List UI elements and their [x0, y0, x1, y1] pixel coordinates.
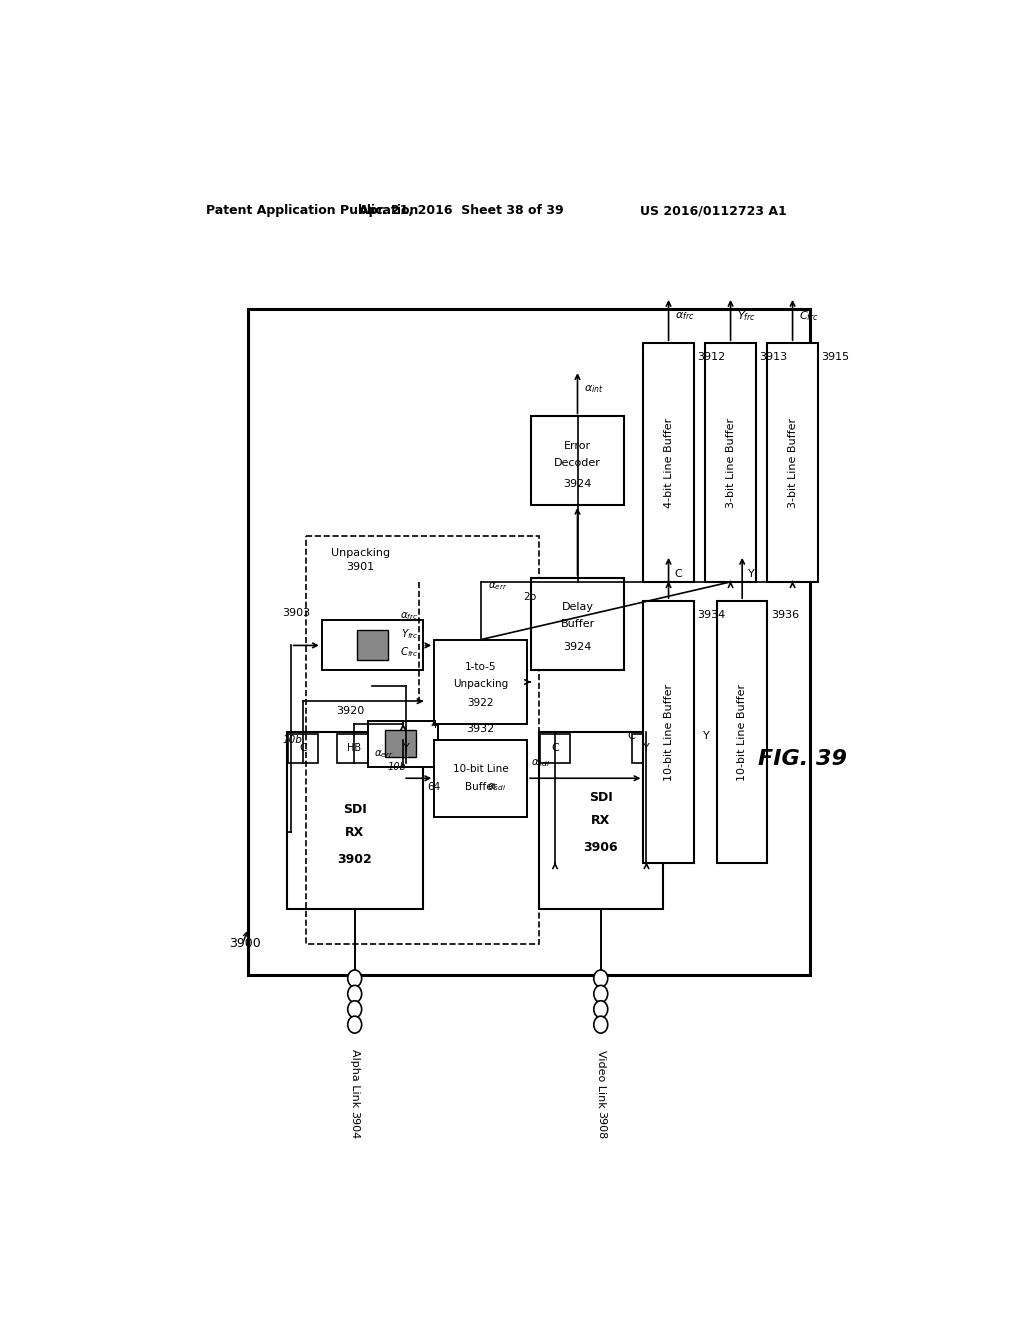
Ellipse shape	[594, 970, 607, 987]
Bar	[306, 536, 539, 944]
Bar	[434, 640, 527, 725]
Text: 3922: 3922	[467, 698, 494, 708]
Text: US 2016/0112723 A1: US 2016/0112723 A1	[640, 205, 786, 218]
Text: $\alpha_{frc}$: $\alpha_{frc}$	[675, 310, 694, 322]
Text: RX: RX	[345, 825, 365, 838]
Text: 10-bit Line: 10-bit Line	[453, 764, 509, 774]
Text: $\alpha_{sdi}$: $\alpha_{sdi}$	[486, 781, 506, 793]
Text: FIG. 39: FIG. 39	[758, 748, 847, 770]
Bar	[248, 309, 810, 974]
Bar	[289, 734, 317, 763]
Text: C: C	[628, 731, 636, 741]
Text: 3924: 3924	[563, 643, 592, 652]
Text: 3902: 3902	[337, 853, 372, 866]
Text: HB: HB	[347, 743, 361, 754]
Ellipse shape	[594, 1001, 607, 1018]
Text: Unpacking: Unpacking	[453, 680, 508, 689]
Text: $C_{frc}$: $C_{frc}$	[799, 309, 818, 323]
Bar	[337, 734, 372, 763]
Text: 10-bit Line Buffer: 10-bit Line Buffer	[737, 684, 748, 780]
Text: 3903: 3903	[282, 607, 310, 618]
Text: RX: RX	[591, 814, 610, 828]
Text: 10b: 10b	[283, 735, 302, 744]
Text: 10b: 10b	[388, 763, 407, 772]
Text: C: C	[551, 743, 559, 754]
Text: Decoder: Decoder	[554, 458, 601, 467]
Text: 3904: 3904	[349, 1110, 359, 1139]
Text: Delay: Delay	[561, 602, 594, 612]
Bar	[531, 578, 624, 671]
Text: 3901: 3901	[346, 561, 375, 572]
Bar	[287, 733, 423, 909]
Bar	[322, 620, 423, 671]
Ellipse shape	[594, 1016, 607, 1034]
Text: 3915: 3915	[821, 352, 850, 362]
Bar	[434, 739, 527, 817]
Text: Error: Error	[564, 441, 591, 450]
Text: 4-bit Line Buffer: 4-bit Line Buffer	[664, 417, 674, 508]
Text: 3-bit Line Buffer: 3-bit Line Buffer	[726, 417, 735, 508]
Text: $\alpha_{err}$: $\alpha_{err}$	[374, 747, 393, 759]
Text: 3936: 3936	[771, 610, 800, 620]
Bar	[632, 734, 662, 763]
Bar	[541, 734, 569, 763]
Text: Buffer: Buffer	[560, 619, 595, 630]
Bar	[643, 601, 693, 863]
Bar	[717, 601, 767, 863]
Text: $\alpha_{int}$: $\alpha_{int}$	[584, 384, 603, 395]
Text: 3900: 3900	[228, 937, 260, 950]
Text: 3912: 3912	[697, 352, 726, 362]
Text: 1-to-5: 1-to-5	[465, 661, 497, 672]
Ellipse shape	[348, 970, 361, 987]
Text: $\alpha_{frc}$: $\alpha_{frc}$	[400, 611, 419, 623]
Text: 3-bit Line Buffer: 3-bit Line Buffer	[787, 417, 798, 508]
Text: Y: Y	[402, 743, 410, 754]
Text: $C_{frc}$: $C_{frc}$	[400, 645, 419, 659]
Text: $\alpha_{sdi}$: $\alpha_{sdi}$	[531, 756, 550, 768]
Text: 3920: 3920	[336, 706, 365, 717]
Text: C: C	[299, 743, 307, 754]
Bar	[369, 721, 438, 767]
Text: Video Link: Video Link	[596, 1049, 606, 1107]
Bar	[385, 730, 417, 758]
Text: Apr. 21, 2016  Sheet 38 of 39: Apr. 21, 2016 Sheet 38 of 39	[359, 205, 563, 218]
Text: 4: 4	[431, 721, 437, 730]
Text: 3934: 3934	[697, 610, 726, 620]
Text: 10-bit Line Buffer: 10-bit Line Buffer	[664, 684, 674, 780]
Text: SDI: SDI	[589, 791, 612, 804]
Bar	[531, 416, 624, 506]
Ellipse shape	[348, 1016, 361, 1034]
Text: Alpha Link: Alpha Link	[349, 1049, 359, 1107]
Text: $Y_{frc}$: $Y_{frc}$	[400, 627, 419, 642]
Bar	[706, 343, 756, 582]
Text: Y: Y	[702, 731, 710, 741]
Text: 3932: 3932	[467, 723, 495, 734]
Text: Patent Application Publication: Patent Application Publication	[206, 205, 418, 218]
Bar	[391, 734, 421, 763]
Text: $Y_{frc}$: $Y_{frc}$	[736, 309, 756, 323]
Text: 64: 64	[427, 783, 440, 792]
Ellipse shape	[348, 985, 361, 1002]
Bar	[643, 343, 693, 582]
Text: $\alpha_{err}$: $\alpha_{err}$	[488, 579, 508, 591]
Text: C: C	[675, 569, 683, 579]
Bar	[539, 733, 663, 909]
Text: 3913: 3913	[760, 352, 787, 362]
Bar	[767, 343, 818, 582]
Ellipse shape	[348, 1001, 361, 1018]
Text: 3908: 3908	[596, 1110, 606, 1139]
Text: Buffer: Buffer	[465, 783, 497, 792]
Text: SDI: SDI	[343, 803, 367, 816]
Text: Y: Y	[749, 569, 755, 579]
Bar	[356, 630, 388, 660]
Text: 3906: 3906	[584, 841, 618, 854]
Text: 2b: 2b	[523, 593, 537, 602]
Text: 3924: 3924	[563, 479, 592, 490]
Ellipse shape	[594, 985, 607, 1002]
Text: Y: Y	[643, 743, 650, 754]
Text: Unpacking: Unpacking	[331, 548, 390, 557]
